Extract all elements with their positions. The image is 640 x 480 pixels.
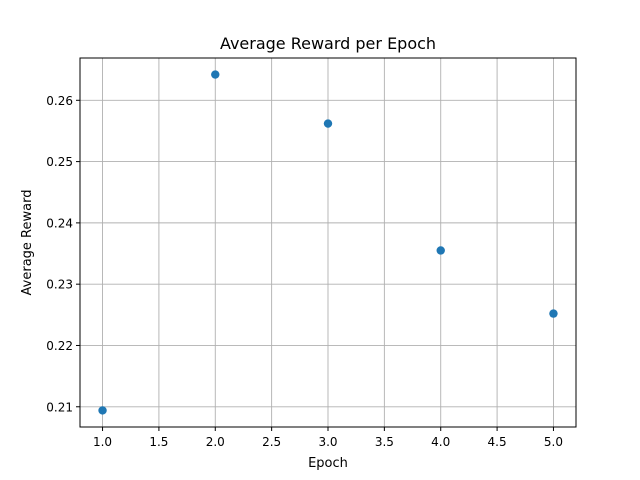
grid xyxy=(80,58,576,427)
chart-title: Average Reward per Epoch xyxy=(220,34,436,53)
y-tick-label: 0.24 xyxy=(46,216,73,230)
x-tick-label: 3.5 xyxy=(375,435,394,449)
data-point xyxy=(323,119,333,128)
data-point xyxy=(549,309,558,318)
x-tick-label: 3.0 xyxy=(318,435,337,449)
axis-ticks: 1.0 1.5 2.0 2.5 3.0 3.5 4.0 4.5 5.0 0.21 0.22 0.23 0… xyxy=(46,94,563,449)
x-tick-label: 4.5 xyxy=(488,435,507,449)
y-tick-label: 0.26 xyxy=(46,94,73,108)
x-tick-label: 2.0 xyxy=(206,435,225,449)
y-tick-label: 0.25 xyxy=(46,155,73,169)
y-tick-label: 0.23 xyxy=(46,278,73,292)
x-tick-label: 5.0 xyxy=(544,435,563,449)
x-tick-label: 1.5 xyxy=(149,435,168,449)
y-tick-label: 0.22 xyxy=(46,339,73,353)
y-tick-label: 0.21 xyxy=(46,400,73,414)
data-point xyxy=(98,406,107,415)
x-tick-label: 1.0 xyxy=(93,435,112,449)
x-tick-label: 2.5 xyxy=(262,435,281,449)
x-tick-label: 4.0 xyxy=(431,435,450,449)
data-point xyxy=(211,70,220,79)
x-axis-label: Epoch xyxy=(308,456,348,471)
data-points xyxy=(98,70,558,415)
y-axis-label: Average Reward xyxy=(20,190,35,296)
data-point xyxy=(436,246,445,255)
